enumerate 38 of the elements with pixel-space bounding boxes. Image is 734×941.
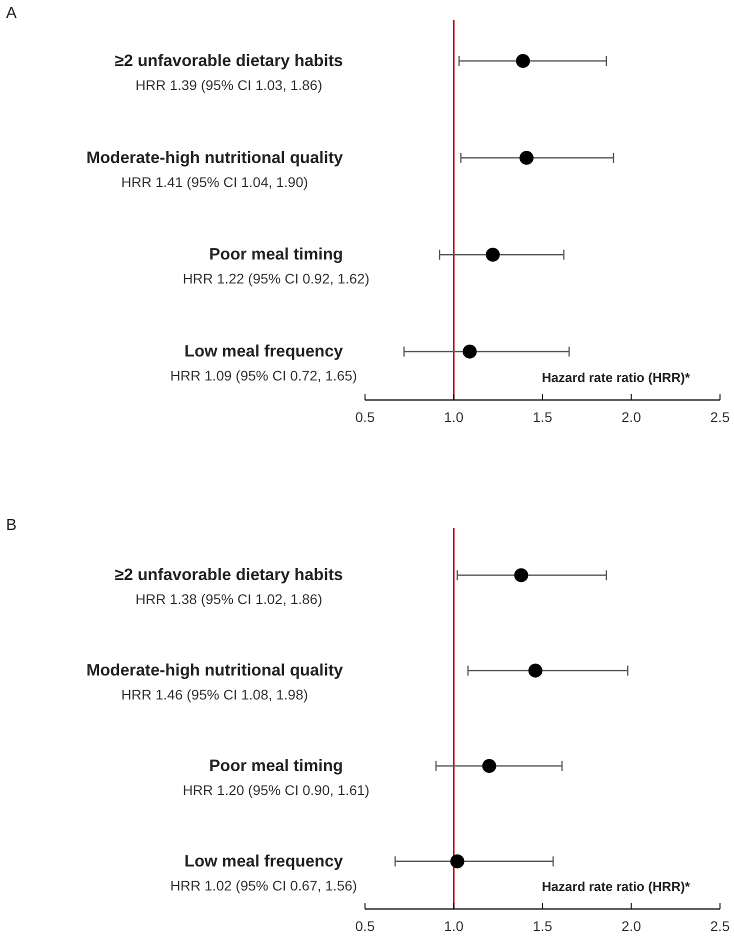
x-tick-label: 0.5 xyxy=(355,409,375,425)
text: HRR 1.39 (95% CI 1.03, 1.86) xyxy=(136,76,322,93)
x-tick-label: 1.5 xyxy=(532,409,552,425)
text: A xyxy=(6,5,17,22)
annotation: HRR 1.20 (95% CI 0.90, 1.61) xyxy=(182,782,370,798)
text: HRR 1.38 (95% CI 1.02, 1.86) xyxy=(136,591,322,608)
point xyxy=(514,568,528,582)
y-tick-label: Moderate-high nutritional quality xyxy=(86,148,344,167)
y-tick-label: Low meal frequency xyxy=(184,852,344,870)
y-tick-label: Poor meal timing xyxy=(209,246,343,264)
x-tick-label: 2.5 xyxy=(710,409,730,425)
x-tick-label: 1.5 xyxy=(532,918,552,934)
y-tick-label: ≥2 unfavorable dietary habits xyxy=(114,566,343,584)
annotation: HRR 1.22 (95% CI 0.92, 1.62) xyxy=(182,270,370,287)
y-tick-label: Low meal frequency xyxy=(184,342,344,361)
x-tick-label: 2.0 xyxy=(622,409,642,425)
text: HRR 1.46 (95% CI 1.08, 1.98) xyxy=(121,686,308,703)
x-tick-label: 2.5 xyxy=(710,918,730,934)
y-tick-label: ≥2 unfavorable dietary habits xyxy=(114,52,343,70)
point xyxy=(528,664,542,678)
point xyxy=(516,54,530,68)
x-tick-label: 1.0 xyxy=(444,409,464,425)
y-tick-label: Moderate-high nutritional quality xyxy=(86,662,344,680)
point xyxy=(482,758,496,773)
x-tick-label: 2.0 xyxy=(622,918,642,934)
x-tick-label: 0.5 xyxy=(355,918,375,934)
x-tick-label: 1.0 xyxy=(444,918,464,934)
point xyxy=(520,150,534,165)
x-axis-title: Hazard rate ratio (HRR)* xyxy=(542,370,691,385)
point xyxy=(450,854,464,868)
point xyxy=(462,344,477,359)
text: B xyxy=(6,517,17,534)
point xyxy=(486,248,500,262)
y-tick-label: Poor meal timing xyxy=(209,756,343,775)
text: HRR 1.09 (95% CI 0.72, 1.65) xyxy=(170,368,358,384)
text: HRR 1.41 (95% CI 1.04, 1.90) xyxy=(121,174,308,190)
x-axis-title: Hazard rate ratio (HRR)* xyxy=(542,879,691,894)
text: HRR 1.02 (95% CI 0.67, 1.56) xyxy=(170,877,358,894)
